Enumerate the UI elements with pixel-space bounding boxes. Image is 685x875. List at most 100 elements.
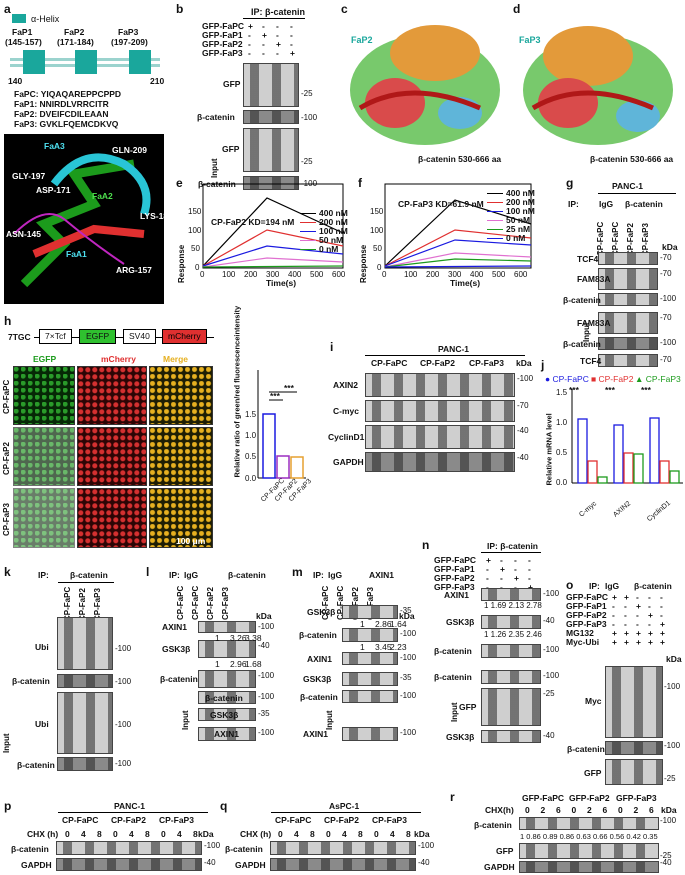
- fap1-name: FaP1: [12, 27, 33, 37]
- fap1-range: (145-157): [5, 37, 42, 47]
- o-sign: +: [660, 628, 665, 638]
- m-blot: [342, 727, 398, 741]
- scale-bar-label: 100 μm: [176, 536, 206, 546]
- sequence-fap3: FaP3: GVKLFQEMCDKVQ: [14, 119, 119, 129]
- o-sign: +: [648, 637, 653, 647]
- struct-label-lys184: LYS-184: [140, 211, 173, 221]
- time-label: 4: [129, 829, 134, 839]
- o-kda: kDa: [666, 654, 682, 664]
- l-blot: [198, 708, 256, 721]
- q-kda: kDa: [414, 829, 430, 839]
- o-row-label: GFP-FaP3: [566, 619, 607, 629]
- g-blot-label: β-catenin: [563, 294, 601, 305]
- i-marker: -70: [517, 401, 529, 410]
- p-group-3: CP-FaP3: [159, 815, 194, 825]
- lane-label: CP-FaP3: [221, 587, 230, 620]
- r-blot-bcat: [519, 817, 659, 830]
- helix-legend-swatch: [12, 14, 26, 23]
- g-blot: [598, 354, 658, 367]
- i-blot-label: C-myc: [333, 406, 359, 416]
- legend-label: 100 nM: [506, 206, 535, 216]
- fap2-range: (171-184): [57, 37, 94, 47]
- n-blot-label: GFP: [459, 702, 477, 712]
- helix-legend-label: α-Helix: [31, 14, 60, 24]
- e-ylabel: Response: [177, 244, 186, 283]
- n-sign: -: [500, 555, 503, 565]
- o-blot-gfp: [605, 759, 663, 785]
- l-kda: kDa: [256, 611, 272, 621]
- m-blot-label: AXIN1: [303, 729, 329, 739]
- n-sign: -: [486, 582, 489, 592]
- x-tick: 0: [200, 270, 205, 279]
- b-row-label: GFP-FaP1: [202, 30, 243, 40]
- m-kda: kDa: [399, 611, 415, 621]
- time-label: 0: [113, 829, 118, 839]
- time-label: 0: [278, 829, 283, 839]
- panel-label-j: j: [541, 358, 545, 372]
- time-label: 6: [556, 805, 561, 815]
- j-legend-fap2: ■ CP-FaP2: [591, 374, 634, 384]
- i-marker: -100: [517, 374, 534, 383]
- n-blot-label: β-catenin: [434, 646, 472, 656]
- q-blot-gapdh: [270, 858, 416, 871]
- o-sign: -: [612, 619, 615, 629]
- b-sign: -: [248, 48, 251, 58]
- legend-swatch: [487, 211, 503, 212]
- q-cell-line: AsPC-1: [329, 801, 360, 811]
- fap3-name: FaP3: [118, 27, 139, 37]
- o-sign: +: [636, 628, 641, 638]
- lane-label: CP-FaPC: [63, 586, 72, 621]
- b-sign: -: [248, 30, 251, 40]
- o-sign: +: [612, 592, 617, 602]
- construct-name: 7TGC: [8, 332, 31, 342]
- axis-start-label: 140: [8, 76, 23, 86]
- j-ytick-3: 1.5: [556, 388, 568, 397]
- x-tick: 200: [426, 270, 440, 279]
- o-sign: -: [636, 610, 639, 620]
- r-blot-gfp: [519, 843, 659, 859]
- c-caption: β-catenin 530-666 aa: [418, 154, 502, 164]
- n-sign: +: [528, 582, 533, 592]
- n-row-label: GFP-FaP3: [434, 582, 475, 592]
- fap1-helix-block: [23, 50, 45, 74]
- h-sig-2: ***: [270, 391, 280, 401]
- q-group-1: CP-FaPC: [275, 815, 312, 825]
- o-blot-label-2: β-catenin: [567, 744, 605, 754]
- micrograph-mcherry-fap3: [77, 488, 147, 548]
- l-blot: [198, 640, 256, 658]
- o-sign: +: [612, 637, 617, 647]
- panel-label-o: o: [566, 578, 574, 592]
- m-blot-label: β-catenin: [300, 691, 338, 702]
- k-marker-4: -100: [115, 759, 132, 768]
- n-blot: [481, 670, 541, 684]
- struct-label-faa2: FaA2: [92, 191, 113, 201]
- n-blot-label: AXIN1: [444, 589, 470, 600]
- k-marker-1: -100: [115, 644, 132, 653]
- panel-label-i: i: [330, 340, 334, 354]
- b-marker-2: -100: [301, 113, 318, 122]
- n-quant-gsk: 1 1.26 2.35 2.46: [484, 630, 542, 639]
- o-sign: +: [648, 610, 653, 620]
- legend-label: 100 nM: [319, 226, 348, 236]
- g-marker: -100: [660, 338, 677, 347]
- sequence-fapc: FaPC: YIQAQAREPPCPPD: [14, 89, 122, 99]
- e-chart-title: CP-FaP2 KD=194 nM: [211, 217, 295, 227]
- o-sign: -: [660, 610, 663, 620]
- b-row-label: GFP-FaPC: [202, 21, 245, 31]
- g-marker: -70: [660, 313, 672, 322]
- x-tick: 600: [514, 270, 528, 279]
- i-group-2: CP-FaP2: [420, 358, 455, 368]
- x-tick: 100: [222, 270, 236, 279]
- g-marker: -100: [660, 294, 677, 303]
- panel-label-q: q: [220, 799, 228, 813]
- lane-label: CP-FaPC: [596, 221, 605, 256]
- b-sign: -: [276, 48, 279, 58]
- o-bcat-label: β-catenin: [634, 581, 672, 591]
- time-label: 8: [97, 829, 102, 839]
- j-legend-fap2-label: CP-FaP2: [598, 374, 634, 384]
- n-sign: -: [514, 582, 517, 592]
- j-xtick-cmyc: C-myc: [578, 500, 599, 519]
- legend-swatch: [300, 231, 316, 232]
- f-ylabel: Response: [359, 244, 368, 283]
- micrograph-merge-fapc: [149, 366, 213, 425]
